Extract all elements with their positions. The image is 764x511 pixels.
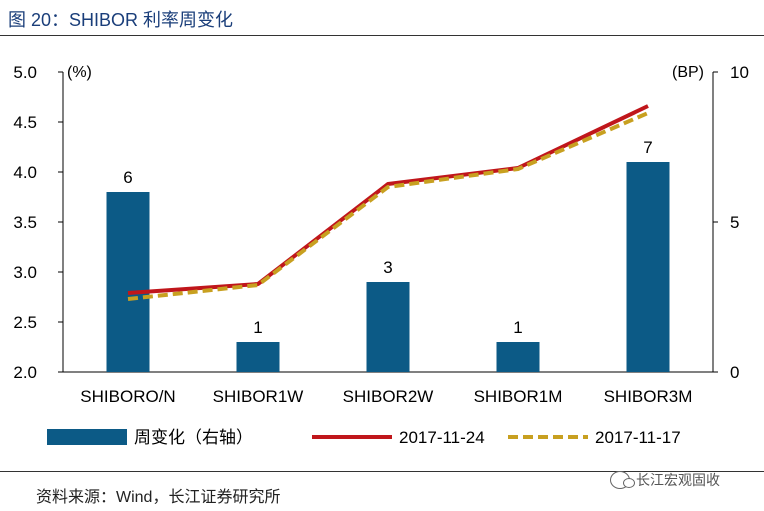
legend-label-1117: 2017-11-17 [595, 428, 681, 447]
left-tick-label: 3.0 [13, 263, 37, 282]
line-2017-11-17 [127, 111, 649, 301]
x-category-label: SHIBOR1W [213, 387, 304, 406]
bar-weekly-change [366, 282, 410, 372]
left-tick-label: 2.0 [13, 363, 37, 382]
bar-value-label: 7 [643, 138, 652, 157]
watermark-text: 长江宏观固收 [636, 472, 720, 488]
bar-value-label: 1 [513, 318, 522, 337]
legend-label-1124: 2017-11-24 [399, 428, 485, 447]
chart-labels: 6 1 3 1 7 [123, 138, 652, 337]
right-tick-label: 10 [730, 63, 749, 82]
bar-weekly-change [496, 342, 540, 372]
line-2017-11-24 [127, 104, 649, 295]
x-category-label: SHIBOR3M [604, 387, 693, 406]
source-note: 资料来源：Wind，长江证券研究所 [36, 489, 281, 506]
bar-series [106, 162, 670, 372]
right-axis-unit: (BP) [672, 64, 704, 81]
title-divider [0, 35, 764, 36]
right-tick-label: 0 [730, 363, 739, 382]
chart-axes: 2.0 2.5 3.0 3.5 4.0 4.5 5.0 0 5 10 (%) (BP) SHIBORO/… [13, 63, 749, 406]
x-category-label: SHIBOR1M [474, 387, 563, 406]
left-axis-unit: (%) [67, 64, 92, 81]
left-tick-label: 2.5 [13, 313, 37, 332]
left-tick-label: 4.0 [13, 163, 37, 182]
legend-bar-label: 周变化（右轴） [134, 428, 253, 447]
bar-weekly-change [106, 192, 150, 372]
x-category-label: SHIBORO/N [80, 387, 175, 406]
bar-value-label: 6 [123, 168, 132, 187]
bar-weekly-change [626, 162, 670, 372]
wechat-icon [610, 471, 635, 489]
watermark: 长江宏观固收 [610, 470, 720, 490]
left-tick-label: 4.5 [13, 113, 37, 132]
x-category-label: SHIBOR2W [343, 387, 434, 406]
right-tick-label: 5 [730, 213, 739, 232]
figure-title: 图 20：SHIBOR 利率周变化 [8, 10, 234, 30]
source-divider [0, 471, 764, 472]
legend-bar-swatch [47, 429, 127, 445]
shibor-chart: 2.0 2.5 3.0 3.5 4.0 4.5 5.0 0 5 10 (%) (BP) SHIBORO/… [13, 63, 749, 447]
left-tick-label: 3.5 [13, 213, 37, 232]
bar-weekly-change [236, 342, 280, 372]
line-series [127, 104, 649, 301]
bar-value-label: 3 [383, 258, 392, 277]
left-tick-label: 5.0 [13, 63, 37, 82]
chart-legend: 周变化（右轴） 2017-11-24 2017-11-17 [47, 428, 681, 447]
bar-value-label: 1 [253, 318, 262, 337]
